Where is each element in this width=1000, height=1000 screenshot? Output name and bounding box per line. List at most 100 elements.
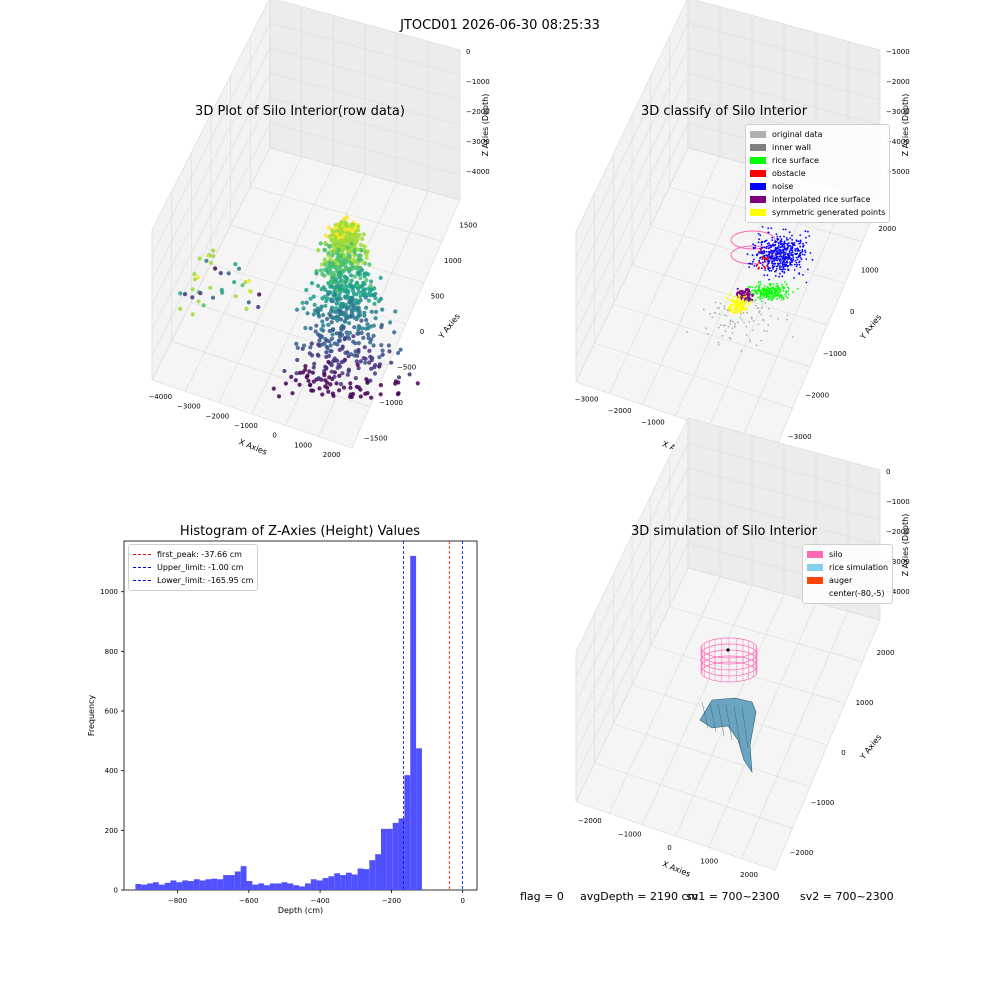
- chart1-point: [247, 278, 252, 283]
- chart1-point: [327, 339, 332, 344]
- chart2-point: [770, 295, 773, 298]
- chart2-point: [759, 295, 762, 298]
- chart1-grid-line: [250, 186, 443, 242]
- chart2-point: [795, 261, 798, 264]
- chart1-point: [358, 394, 363, 399]
- chart2-point: [805, 236, 807, 239]
- chart2-point: [761, 306, 764, 309]
- chart1-point: [337, 275, 342, 280]
- chart1-point: [363, 295, 368, 300]
- chart1-point: [360, 236, 365, 242]
- chart4-y-tick-label: 1000: [856, 699, 874, 707]
- chart1-point: [332, 370, 337, 375]
- chart2-point: [763, 249, 765, 252]
- chart1-point: [363, 360, 368, 365]
- chart2-point: [741, 293, 744, 296]
- chart2-point: [765, 258, 768, 261]
- chart1-point: [210, 253, 216, 259]
- chart2-point: [792, 291, 794, 294]
- chart2-point: [742, 304, 746, 307]
- chart2-points: [686, 226, 814, 353]
- chart1-point: [290, 391, 295, 396]
- chart2-point: [771, 244, 773, 247]
- chart2-point: [771, 264, 774, 267]
- chart2-point: [779, 291, 782, 293]
- chart2-point: [709, 313, 711, 315]
- chart4-center-marker: [726, 648, 730, 652]
- chart1-point: [305, 311, 310, 316]
- chart2-grid-line: [575, 22, 881, 258]
- chart2-point: [761, 246, 764, 249]
- chart1-point: [346, 289, 351, 294]
- chart1-point: [388, 320, 393, 325]
- chart1-point: [342, 216, 347, 222]
- chart2-point: [732, 311, 735, 314]
- chart1-point: [356, 305, 361, 310]
- chart3-bar: [404, 775, 411, 890]
- chart2-point: [730, 319, 733, 322]
- chart2-point: [757, 233, 760, 235]
- chart1-point: [368, 283, 373, 288]
- chart1-point: [335, 288, 340, 293]
- chart1-point: [395, 392, 401, 397]
- chart1-point: [329, 237, 334, 243]
- chart1-point: [348, 232, 353, 237]
- chart2-point: [737, 294, 741, 297]
- chart1-point: [361, 260, 366, 265]
- chart2-point: [782, 256, 785, 259]
- chart2-point: [776, 235, 779, 238]
- chart1-point: [359, 268, 365, 273]
- chart2-point: [772, 297, 774, 300]
- legend-swatch: [807, 551, 823, 558]
- chart1-point: [364, 271, 369, 276]
- chart2-point: [797, 249, 800, 252]
- chart2-point: [763, 257, 766, 260]
- chart1-point: [356, 341, 361, 346]
- chart1-point: [324, 350, 329, 355]
- chart2-point: [756, 307, 759, 310]
- chart1-z-tick-label: −4000: [466, 168, 490, 176]
- chart2-point: [782, 263, 785, 266]
- chart1-x-tick-label: −2000: [206, 412, 230, 420]
- chart1-point: [337, 270, 342, 275]
- chart2-point: [784, 293, 787, 296]
- chart1-point: [294, 371, 299, 376]
- chart2-point: [783, 240, 786, 243]
- chart1-z-tick-label: −3000: [466, 138, 490, 146]
- status-sv1: sv1 = 700~2300: [686, 890, 780, 903]
- chart1-point: [366, 298, 372, 303]
- chart4-legend: silo rice simulation auger center(-80,-5…: [802, 544, 894, 604]
- chart1-point: [351, 304, 356, 309]
- chart1-point: [353, 225, 358, 231]
- chart1-point: [351, 334, 356, 339]
- chart1-point: [319, 342, 324, 347]
- chart3-bar: [398, 818, 405, 890]
- chart2-point: [784, 261, 786, 264]
- chart2-point: [765, 287, 768, 290]
- chart2-point: [753, 290, 756, 292]
- chart1-point: [297, 370, 303, 375]
- chart1-point: [338, 382, 344, 387]
- chart1-point: [348, 249, 354, 254]
- chart2-point: [772, 266, 775, 269]
- chart1-point: [358, 242, 363, 248]
- legend-swatch: [750, 157, 766, 164]
- legend-label: original data: [772, 130, 823, 139]
- chart2-point: [741, 319, 744, 321]
- chart1-point: [346, 367, 351, 372]
- chart2-point: [763, 274, 766, 277]
- chart2-point: [765, 250, 768, 253]
- chart1-point: [342, 245, 347, 251]
- chart1-point: [386, 343, 391, 348]
- chart1-point: [328, 290, 333, 295]
- chart2-point: [747, 302, 750, 305]
- chart3-legend: first_peak: -37.66 cm Upper_limit: -1.00…: [128, 544, 259, 591]
- chart4-grid-line: [575, 442, 881, 678]
- chart2-point: [746, 311, 749, 314]
- chart1-point: [338, 302, 343, 307]
- chart1-point: [219, 287, 224, 292]
- figure-suptitle: JTOCD01 2026-06-30 08:25:33: [400, 18, 600, 33]
- chart4-z-tick-label: −1000: [886, 498, 910, 506]
- chart1-point: [367, 262, 372, 267]
- chart1-point: [308, 345, 313, 350]
